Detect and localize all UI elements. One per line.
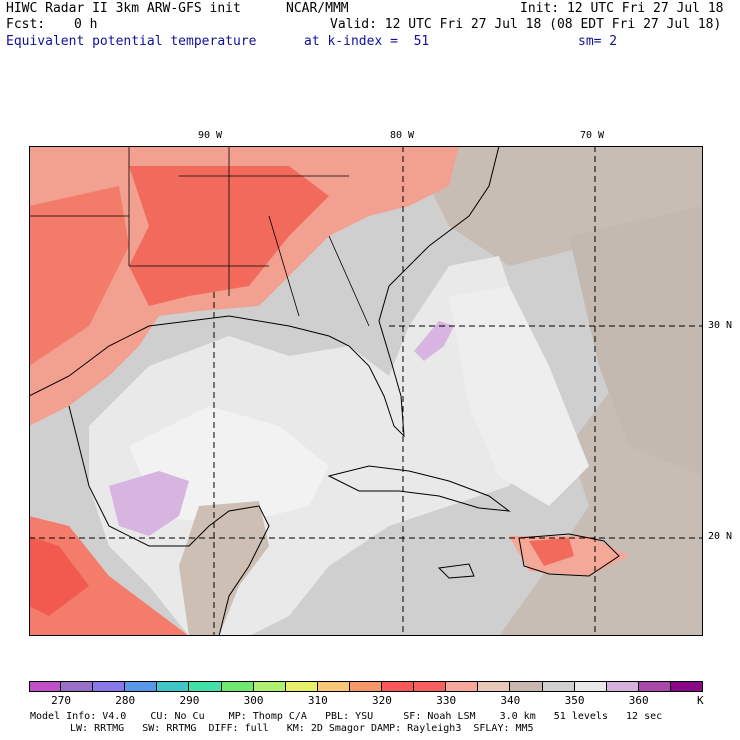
colorbar-cell bbox=[221, 681, 254, 692]
purple-patch-atlantic bbox=[414, 321, 454, 361]
colorbar-cell bbox=[189, 681, 222, 692]
mexico-hot-core bbox=[29, 536, 89, 616]
colorbar-label: 340 bbox=[500, 694, 521, 707]
model-info-line2: LW: RRTMG SW: RRTMG DIFF: full KM: 2D Sm… bbox=[70, 723, 534, 734]
colorbar-cell bbox=[606, 681, 639, 692]
model-info-line1: Model Info: V4.0 CU: No Cu MP: Thomp C/A… bbox=[30, 711, 663, 722]
colorbar-cell bbox=[349, 681, 383, 692]
colorbar-frame bbox=[29, 681, 703, 692]
hispaniola-outline bbox=[518, 533, 620, 577]
colorbar-cell bbox=[61, 681, 94, 692]
colorbar-cell bbox=[574, 681, 607, 692]
forecast-hour: 0 h bbox=[74, 17, 98, 32]
colorbar-label: 350 bbox=[564, 694, 585, 707]
mexico-coastline bbox=[68, 405, 270, 636]
colorbar-label: 310 bbox=[307, 694, 328, 707]
colorbar-cell bbox=[542, 681, 575, 692]
valid-time: Valid: 12 UTC Fri 27 Jul 18 (08 EDT Fri … bbox=[330, 17, 722, 32]
colorbar-cell bbox=[446, 681, 479, 692]
theta-e-map bbox=[29, 146, 703, 636]
mexico-warm-region bbox=[29, 516, 189, 636]
colorbar-cell bbox=[510, 681, 543, 692]
us-coastline bbox=[29, 146, 500, 438]
colorbar-label: 360 bbox=[628, 694, 649, 707]
forecast-label: Fcst: bbox=[6, 17, 46, 32]
colorbar-label: 300 bbox=[243, 694, 264, 707]
colorbar-cell bbox=[93, 681, 126, 692]
colorbar-cell bbox=[29, 681, 62, 692]
init-time: Init: 12 UTC Fri 27 Jul 18 bbox=[520, 1, 724, 16]
colorbar-cell bbox=[670, 681, 703, 692]
colorbar-unit: K bbox=[697, 694, 704, 707]
field-name: Equivalent potential temperature bbox=[6, 34, 257, 49]
lat-label-20n: 20 N bbox=[708, 531, 733, 542]
level-index: at k-index = 51 bbox=[304, 34, 430, 49]
colorbar-label: 320 bbox=[372, 694, 392, 707]
colorbar-label: 330 bbox=[436, 694, 457, 707]
hispaniola-hot-core bbox=[529, 538, 574, 566]
lon-label-70w: 70 W bbox=[580, 130, 605, 141]
colorbar-cell bbox=[638, 681, 671, 692]
bahamas-light-region bbox=[449, 286, 589, 506]
yucatan-tan-region bbox=[179, 501, 269, 636]
atlantic-tan-region bbox=[569, 206, 703, 476]
colorbar-cell bbox=[478, 681, 511, 692]
colorbar-cell bbox=[317, 681, 350, 692]
colorbar-cell bbox=[382, 681, 415, 692]
jamaica-outline bbox=[437, 563, 475, 579]
smoothing-label: sm= 2 bbox=[578, 34, 618, 49]
state-borders bbox=[29, 146, 370, 327]
lon-label-80w: 80 W bbox=[390, 130, 415, 141]
colorbar-cell bbox=[253, 681, 286, 692]
colorbar-cell bbox=[125, 681, 158, 692]
purple-patch-gulf bbox=[109, 471, 189, 536]
model-title: HIWC Radar II 3km ARW-GFS init bbox=[6, 1, 241, 16]
map-frame bbox=[29, 146, 703, 636]
colorbar-label: 280 bbox=[115, 694, 136, 707]
colorbar-cell bbox=[157, 681, 190, 692]
colorbar-cell bbox=[285, 681, 318, 692]
colorbar-label: 290 bbox=[179, 694, 200, 707]
colorbar-cell bbox=[414, 681, 447, 692]
lat-label-30n: 30 N bbox=[708, 320, 733, 331]
lon-label-90w: 90 W bbox=[198, 130, 223, 141]
texas-warm-region bbox=[29, 186, 129, 366]
cuba-outline bbox=[327, 465, 511, 512]
institution-label: NCAR/MMM bbox=[286, 1, 349, 16]
colorbar-label: 270 bbox=[51, 694, 71, 707]
